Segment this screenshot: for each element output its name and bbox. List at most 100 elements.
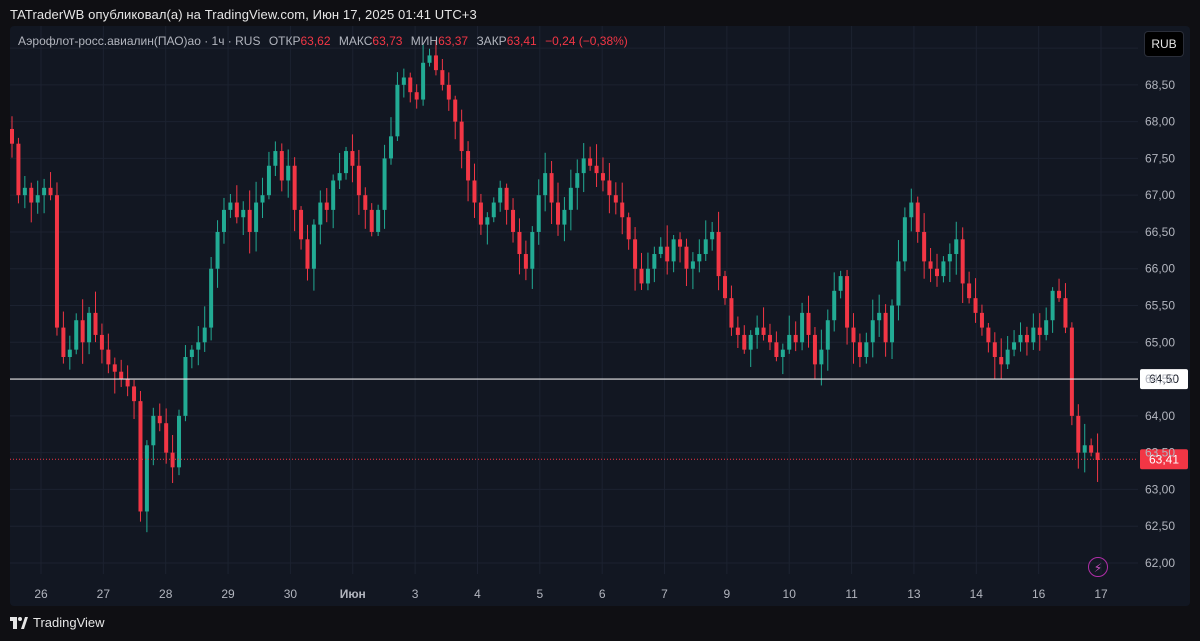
time-axis[interactable]: 26 27 28 29 30 Июн 3 4 5 6 7 9 10 11 13 14 16 17 <box>10 574 1190 606</box>
low-label: МИН <box>410 34 439 48</box>
candle-body <box>947 254 952 262</box>
candle-body <box>440 70 445 85</box>
candle-body <box>536 195 541 232</box>
horizontal-line-layer[interactable]: 64,50 63,41 <box>10 369 1188 470</box>
candle-body <box>896 261 901 306</box>
candle-body <box>286 165 291 181</box>
candle-body <box>504 187 509 210</box>
candle-body <box>119 371 124 380</box>
price-tick-label: 65,50 <box>1145 299 1175 313</box>
candle-body <box>549 173 554 203</box>
candle-body <box>633 239 638 269</box>
open-label: ОТКР <box>268 34 301 48</box>
candle-body <box>581 158 586 174</box>
time-axis-bg <box>10 574 1190 606</box>
candle-body <box>125 379 130 387</box>
candle-body <box>459 121 464 152</box>
candle-body <box>600 173 605 181</box>
candle-body <box>446 84 451 100</box>
price-tick-label: 62,50 <box>1145 519 1175 533</box>
candle-body <box>658 246 663 255</box>
open-value: 63,62 <box>300 34 331 48</box>
time-tick-label: 26 <box>34 587 48 601</box>
candle-body <box>221 209 226 232</box>
candle-body <box>825 320 830 350</box>
candle-body <box>999 357 1004 365</box>
horizontal-line-label: 64,50 <box>1149 372 1179 386</box>
candle-body <box>845 276 850 328</box>
candle-body <box>954 239 959 255</box>
tradingview-logo-icon <box>10 616 28 629</box>
candle-body <box>54 195 59 328</box>
candle-body <box>183 357 188 416</box>
candle-body <box>324 202 329 210</box>
time-tick-label: 17 <box>1094 587 1108 601</box>
candle-body <box>16 143 21 196</box>
candle-body <box>517 231 522 255</box>
price-tick-label: 67,00 <box>1145 188 1175 202</box>
candle-body <box>48 187 53 196</box>
candle-body <box>594 165 599 174</box>
candle-body <box>157 415 162 424</box>
candle-body <box>112 364 117 372</box>
price-tick-label: 66,50 <box>1145 225 1175 239</box>
candle-body <box>151 415 156 446</box>
price-tick-label: 66,00 <box>1145 262 1175 276</box>
candle-body <box>511 209 516 232</box>
candle-body <box>1082 445 1087 453</box>
candle-body <box>472 180 477 203</box>
grid-lines <box>10 26 1138 574</box>
candle-body <box>376 209 381 232</box>
candle-body <box>1044 320 1049 335</box>
candle-body <box>671 239 676 262</box>
candle-body <box>883 312 888 343</box>
candle-body <box>1050 290 1055 321</box>
candle-body <box>363 195 368 210</box>
candle-body <box>960 239 965 284</box>
candle-body <box>767 334 772 343</box>
price-tick-label: 67,50 <box>1145 151 1175 165</box>
candle-body <box>67 349 72 358</box>
candle-body <box>247 209 252 232</box>
candle-body <box>755 327 760 335</box>
candle-body <box>35 195 40 203</box>
candle-body <box>864 342 869 358</box>
price-axis[interactable]: 69,0068,5068,0067,5067,0066,5066,0065,50… <box>1145 41 1175 570</box>
time-tick-label: 16 <box>1032 587 1046 601</box>
candle-body <box>870 320 875 343</box>
time-tick-label: 3 <box>412 587 419 601</box>
candle-body <box>562 209 567 225</box>
time-tick-label: 10 <box>783 587 797 601</box>
candle-body <box>42 187 47 196</box>
price-tick-label: 68,50 <box>1145 78 1175 92</box>
candle-body <box>305 239 310 269</box>
candle-body <box>588 158 593 166</box>
candle-body <box>299 209 304 240</box>
candle-body <box>787 334 792 350</box>
time-tick-label: 6 <box>599 587 606 601</box>
change-value: −0,24 (−0,38%) <box>545 34 628 48</box>
candle-body <box>254 202 259 232</box>
candle-body <box>902 217 907 262</box>
candle-body <box>369 209 374 232</box>
candle-body <box>857 342 862 358</box>
candle-body <box>742 334 747 350</box>
candle-body <box>774 342 779 358</box>
candle-body <box>543 173 548 196</box>
candle-body <box>132 386 137 402</box>
lightning-icon[interactable]: ⚡ <box>1088 557 1108 577</box>
currency-button[interactable]: RUB <box>1144 31 1184 57</box>
published-header: TATraderWB опубликовал(а) на TradingView… <box>10 7 477 22</box>
candle-body <box>780 349 785 358</box>
candle-body <box>1005 349 1010 365</box>
candle-body <box>838 276 843 291</box>
candle-body <box>941 261 946 277</box>
price-tick-label: 65,00 <box>1145 335 1175 349</box>
candle-body <box>1012 342 1017 350</box>
time-tick-label: 11 <box>845 587 858 601</box>
time-tick-label: 28 <box>159 587 173 601</box>
candle-body <box>331 180 336 210</box>
candle-body <box>279 151 284 181</box>
